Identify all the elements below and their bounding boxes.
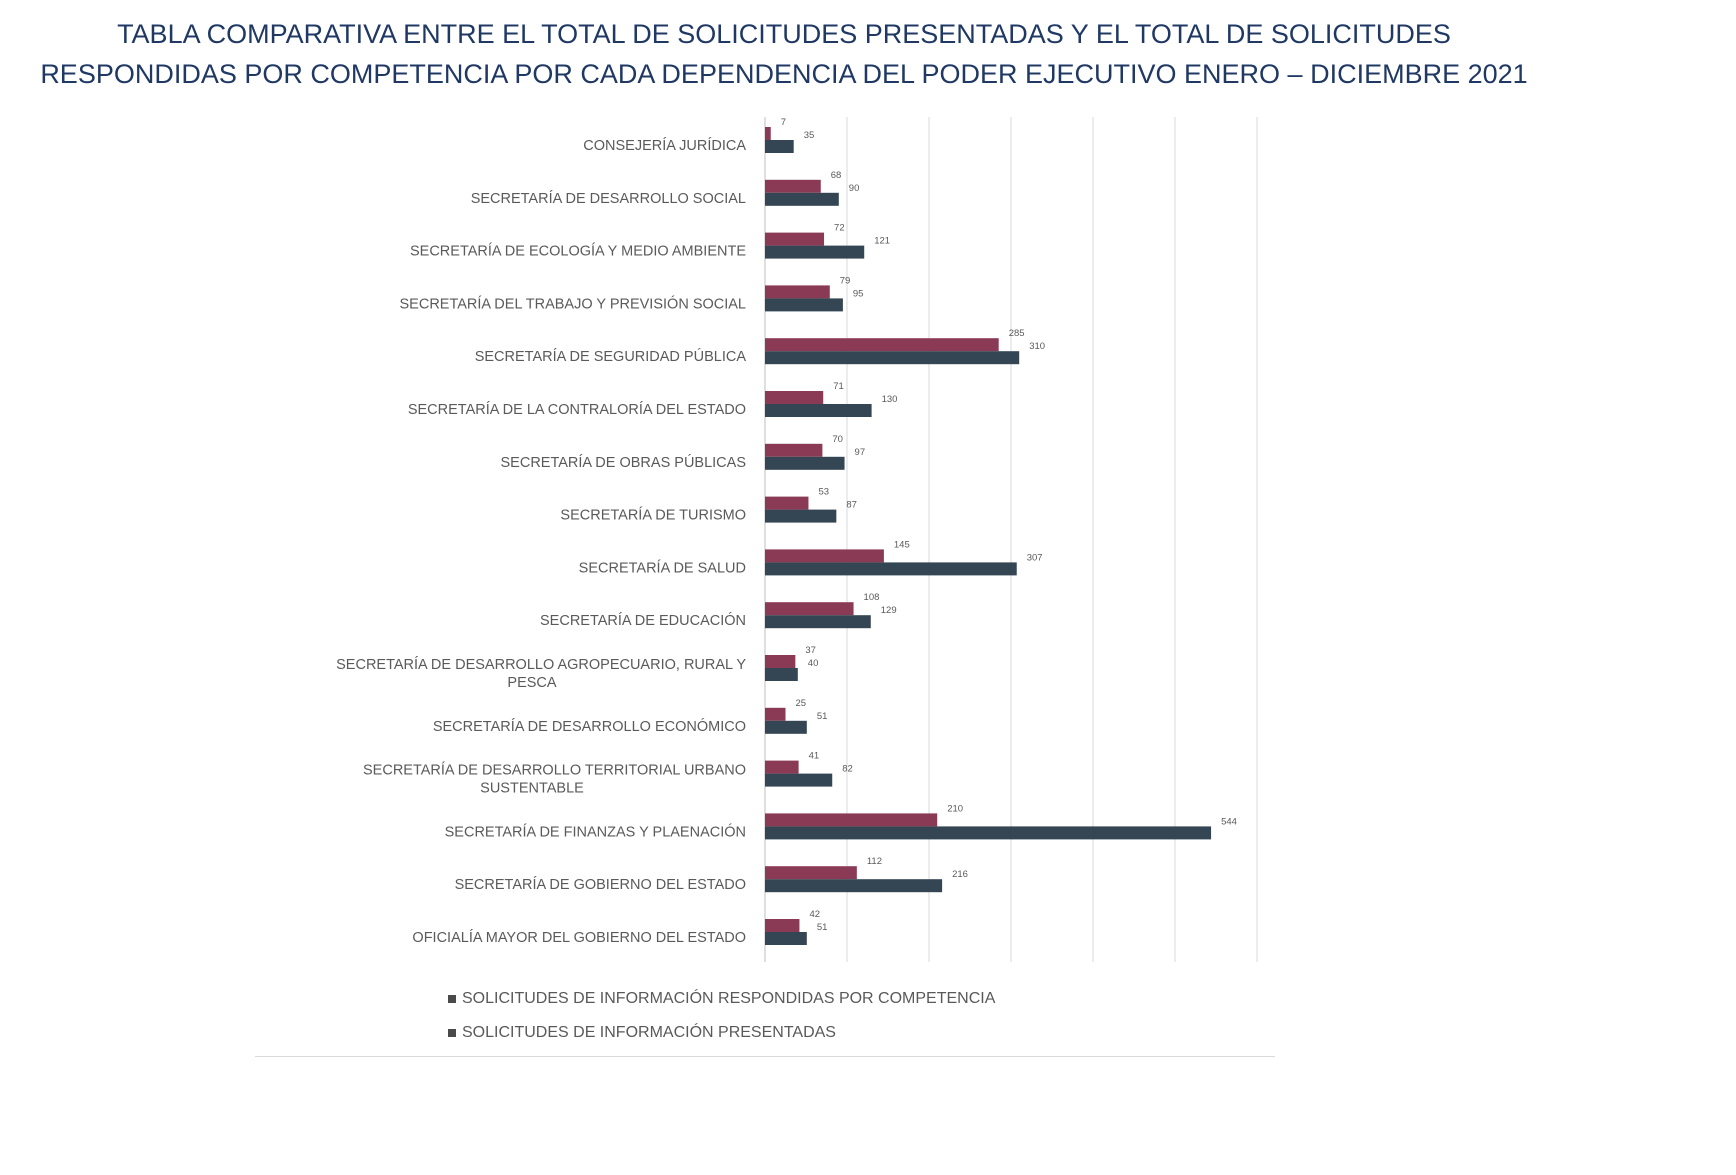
category-label: SECRETARÍA DE SALUD (579, 559, 746, 576)
category-label: SECRETARÍA DE OBRAS PÚBLICAS (501, 454, 747, 471)
category-label: SECRETARÍA DE DESARROLLO ECONÓMICO (433, 718, 746, 735)
data-label: 53 (818, 487, 829, 498)
bar-presentadas (765, 404, 872, 417)
bar-respondidas (765, 813, 938, 827)
data-label: 95 (853, 288, 864, 299)
data-label: 41 (809, 751, 820, 762)
data-label: 51 (817, 922, 828, 933)
bar-presentadas (765, 773, 833, 787)
bar-presentadas (765, 192, 839, 206)
bar-respondidas (765, 707, 786, 721)
data-label: 7 (781, 117, 786, 128)
data-label: 112 (867, 856, 882, 867)
data-label: 307 (1027, 552, 1043, 563)
bar-respondidas (765, 496, 809, 510)
legend-item-presentadas: SOLICITUDES DE INFORMACIÓN PRESENTADAS (448, 1016, 995, 1050)
bar-presentadas (765, 456, 845, 470)
bar-respondidas (765, 919, 800, 932)
data-label: 42 (809, 909, 820, 920)
bar-presentadas (765, 826, 1212, 840)
data-label: 129 (881, 605, 897, 616)
data-label: 310 (1029, 341, 1045, 352)
category-label: SECRETARÍA DEL TRABAJO Y PREVISIÓN SOCIA… (400, 295, 747, 312)
legend-label-presentadas: SOLICITUDES DE INFORMACIÓN PRESENTADAS (462, 1024, 836, 1041)
data-label: 70 (832, 434, 843, 445)
bar-respondidas (765, 127, 771, 140)
bar-respondidas (765, 655, 796, 668)
data-label: 82 (842, 764, 853, 775)
bar-respondidas (765, 549, 884, 563)
bar-respondidas (765, 866, 857, 880)
bar-presentadas (765, 932, 807, 945)
category-label: SECRETARÍA DE DESARROLLO AGROPECUARIO, R… (336, 656, 746, 673)
bar-respondidas (765, 391, 824, 404)
bar-respondidas (765, 443, 823, 457)
data-label: 37 (805, 645, 816, 656)
bar-respondidas (765, 285, 830, 299)
data-label: 40 (808, 658, 819, 669)
bar-presentadas (765, 509, 837, 523)
data-label: 35 (804, 130, 815, 141)
legend-item-respondidas: SOLICITUDES DE INFORMACIÓN RESPONDIDAS P… (448, 982, 995, 1016)
data-label: 216 (952, 869, 968, 880)
data-label: 544 (1221, 816, 1237, 827)
bar-presentadas (765, 298, 843, 312)
category-label: SECRETARÍA DE FINANZAS Y PLAENACIÓN (445, 823, 746, 840)
data-label: 130 (882, 394, 898, 405)
data-label: 87 (846, 500, 857, 511)
data-label: 97 (855, 447, 866, 458)
data-label: 90 (849, 183, 860, 194)
bar-respondidas (765, 179, 821, 193)
bar-respondidas (765, 602, 854, 616)
bar-presentadas (765, 615, 871, 629)
data-label: 145 (894, 539, 910, 550)
bar-presentadas (765, 562, 1017, 576)
data-label: 108 (864, 592, 880, 603)
data-label: 79 (840, 275, 851, 286)
category-label: SECRETARÍA DE DESARROLLO TERRITORIAL URB… (363, 762, 746, 779)
bar-presentadas (765, 720, 807, 734)
category-label: OFICIALÍA MAYOR DEL GOBIERNO DEL ESTADO (412, 929, 746, 946)
data-label: 285 (1009, 328, 1025, 339)
category-label: CONSEJERÍA JURÍDICA (583, 137, 746, 154)
footer-divider (255, 1056, 1275, 1057)
legend-swatch-presentadas (448, 1029, 456, 1037)
category-label: SECRETARÍA DE TURISMO (560, 507, 746, 524)
bar-respondidas (765, 338, 999, 352)
category-label: SUSTENTABLE (480, 781, 584, 797)
chart-title-line-1: TABLA COMPARATIVA ENTRE EL TOTAL DE SOLI… (117, 19, 1451, 49)
bar-presentadas (765, 668, 798, 681)
category-label: SECRETARÍA DE DESARROLLO SOCIAL (471, 190, 746, 207)
bar-chart: 7 35 CONSEJERÍA JURÍDICA 68 90 SECRETARÍA DE … (336, 117, 1258, 962)
category-label: PESCA (507, 675, 556, 691)
chart-legend: SOLICITUDES DE INFORMACIÓN RESPONDIDAS P… (448, 982, 995, 1050)
legend-swatch-respondidas (448, 995, 456, 1003)
bar-presentadas (765, 245, 865, 259)
data-label: 72 (834, 223, 845, 234)
category-label: SECRETARÍA DE ECOLOGÍA Y MEDIO AMBIENTE (410, 243, 746, 260)
category-label: SECRETARÍA DE SEGURIDAD PÚBLICA (475, 348, 747, 365)
bar-presentadas (765, 351, 1020, 365)
bar-presentadas (765, 140, 794, 153)
data-label: 25 (796, 698, 807, 709)
category-label: SECRETARÍA DE LA CONTRALORÍA DEL ESTADO (408, 401, 746, 418)
bar-respondidas (765, 232, 825, 246)
data-label: 51 (817, 711, 828, 722)
legend-label-respondidas: SOLICITUDES DE INFORMACIÓN RESPONDIDAS P… (462, 990, 996, 1007)
bar-presentadas (765, 879, 943, 893)
chart-title-line-2: RESPONDIDAS POR COMPETENCIA POR CADA DEP… (40, 59, 1528, 89)
category-label: SECRETARÍA DE GOBIERNO DEL ESTADO (455, 876, 746, 893)
bar-respondidas (765, 760, 799, 774)
category-label: SECRETARÍA DE EDUCACIÓN (540, 612, 746, 629)
data-label: 68 (831, 170, 842, 181)
data-label: 71 (833, 381, 844, 392)
data-label: 210 (947, 803, 963, 814)
data-label: 121 (874, 236, 890, 247)
chart-title: TABLA COMPARATIVA ENTRE EL TOTAL DE SOLI… (0, 14, 1568, 94)
